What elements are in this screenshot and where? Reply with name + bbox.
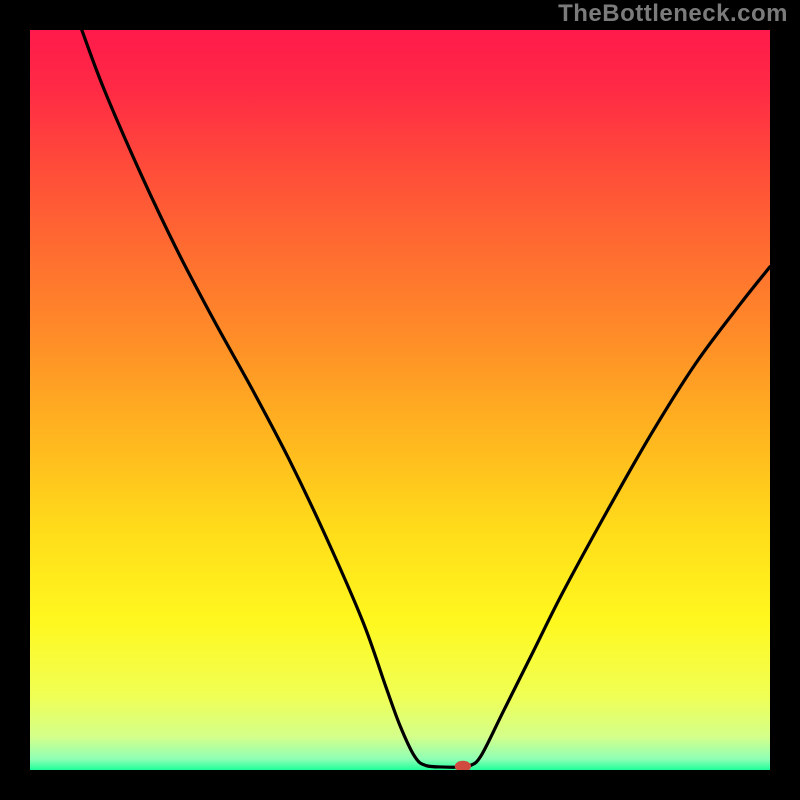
chart-frame: TheBottleneck.com (0, 0, 800, 800)
bottleneck-chart (0, 0, 800, 800)
watermark-label: TheBottleneck.com (558, 0, 788, 28)
chart-gradient-background (30, 30, 770, 770)
